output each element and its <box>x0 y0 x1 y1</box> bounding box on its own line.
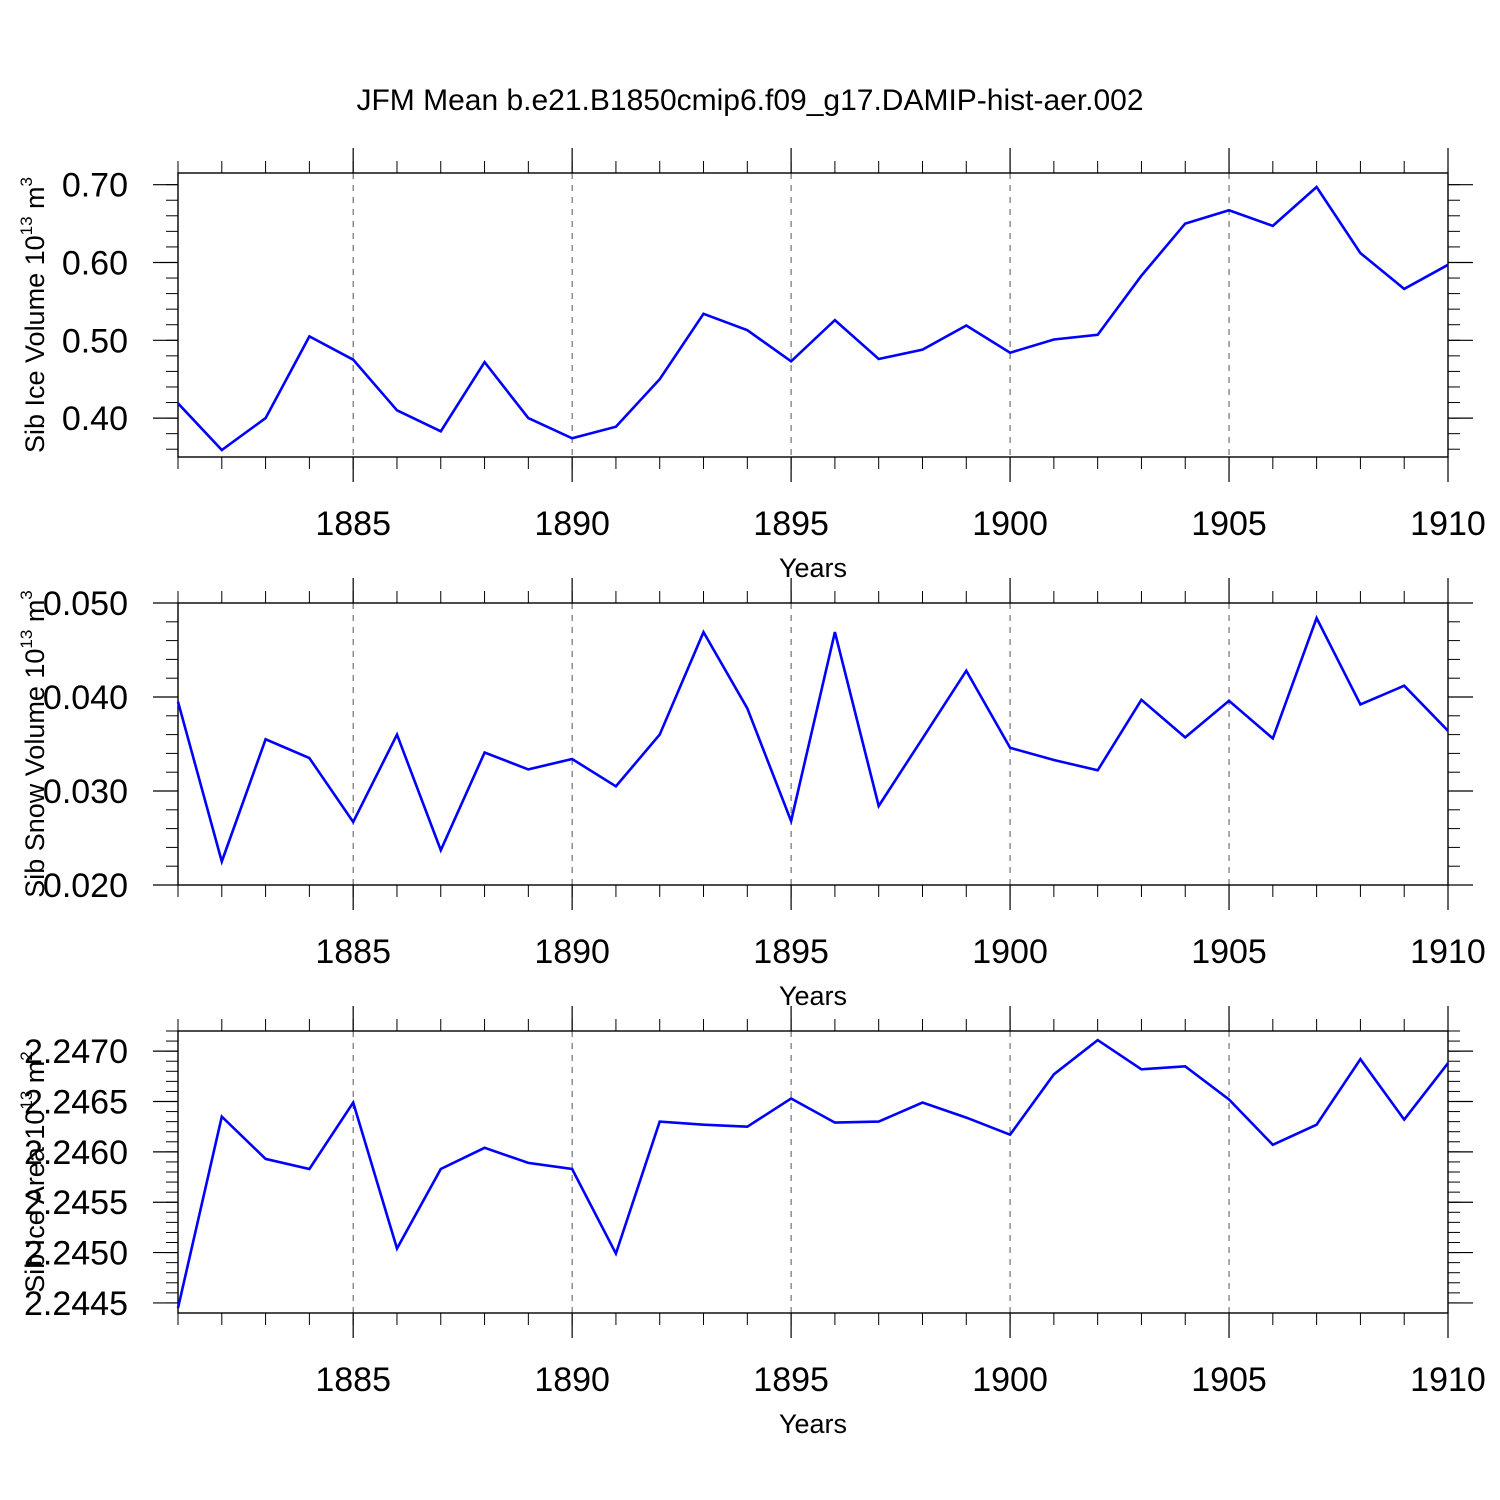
x-tick-label: 1905 <box>1191 505 1267 543</box>
y-tick-label: 2.2450 <box>24 1235 128 1273</box>
y-axis-label-text: m <box>20 600 50 630</box>
x-axis-label: Years <box>779 553 847 583</box>
y-tick-label: 0.70 <box>62 167 128 205</box>
x-axis-label: Years <box>779 1409 847 1439</box>
x-tick-label: 1905 <box>1191 933 1267 971</box>
y-axis-label-superscript: 13 <box>17 1091 36 1110</box>
y-axis-label-text: m <box>20 1061 50 1091</box>
x-tick-label: 1910 <box>1410 505 1486 543</box>
x-tick-label: 1885 <box>315 505 391 543</box>
y-tick-label: 0.40 <box>62 400 128 438</box>
panel-3: 1885 1890 1895 1900 1905 1910 2.2445 2.2450 2.24… <box>17 1006 1486 1439</box>
chart-panels: 1885 1890 1895 1900 1905 1910 0.40 0.50 0.60 0.70… <box>17 148 1486 1439</box>
x-axis-label: Years <box>779 981 847 1011</box>
y-tick-label: 2.2460 <box>24 1134 128 1172</box>
series-line <box>176 614 1449 866</box>
x-tick-label: 1890 <box>534 1361 610 1399</box>
y-tick-label: 0.020 <box>43 867 128 905</box>
y-axis-label-superscript: 13 <box>17 630 36 649</box>
x-tick-label: 1895 <box>753 505 829 543</box>
y-axis-label: Sib Ice Area 1013​ m2​ <box>17 1051 50 1293</box>
y-axis-label: Sib Ice Volume 1013​ m3​ <box>17 177 50 453</box>
series-line <box>176 1038 1450 1309</box>
x-tick-label: 1900 <box>972 933 1048 971</box>
panel-1: 1885 1890 1895 1900 1905 1910 0.40 0.50 0.60 0.70… <box>17 148 1486 583</box>
x-tick-label: 1885 <box>315 933 391 971</box>
panel-2: 1885 1890 1895 1900 1905 1910 0.020 0.030 0.040 0… <box>17 578 1486 1011</box>
x-tick-label: 1900 <box>972 1361 1048 1399</box>
y-axis-label-text: m <box>20 186 50 216</box>
y-tick-label: 2.2455 <box>24 1184 128 1222</box>
y-axis-label-text: Sib Snow Volume 10 <box>20 649 50 898</box>
y-axis-label-superscript: 3 <box>17 590 36 599</box>
plot-frame <box>177 172 1449 458</box>
x-tick-label: 1895 <box>753 933 829 971</box>
x-tick-label: 1905 <box>1191 1361 1267 1399</box>
x-tick-label: 1885 <box>315 1361 391 1399</box>
y-axis-label-text: Sib Ice Area 10 <box>20 1110 50 1293</box>
y-axis-label-superscript: 2 <box>17 1051 36 1060</box>
y-tick-label: 2.2470 <box>24 1033 128 1071</box>
y-axis-label-superscript: 13 <box>17 216 36 235</box>
x-tick-label: 1890 <box>534 505 610 543</box>
x-tick-label: 1910 <box>1410 1361 1486 1399</box>
y-tick-label: 2.2465 <box>24 1084 128 1122</box>
y-axis-label-superscript: 3 <box>17 177 36 186</box>
y-axis-label: Sib Snow Volume 1013​ m3​ <box>17 590 50 898</box>
chart-title: JFM Mean b.e21.B1850cmip6.f09_g17.DAMIP-… <box>356 84 1143 117</box>
plot-frame <box>177 1030 1449 1314</box>
series-line <box>177 185 1449 452</box>
x-tick-label: 1900 <box>972 505 1048 543</box>
y-tick-label: 0.040 <box>43 679 128 717</box>
x-tick-label: 1895 <box>753 1361 829 1399</box>
y-tick-label: 0.050 <box>43 585 128 623</box>
y-axis-label-text: Sib Ice Volume 10 <box>20 235 50 453</box>
y-tick-label: 0.50 <box>62 322 128 360</box>
x-tick-label: 1910 <box>1410 933 1486 971</box>
y-tick-label: 0.60 <box>62 244 128 282</box>
y-tick-label: 0.030 <box>43 773 128 811</box>
y-tick-label: 2.2445 <box>24 1285 128 1323</box>
plot-frame <box>177 602 1449 886</box>
x-tick-label: 1890 <box>534 933 610 971</box>
